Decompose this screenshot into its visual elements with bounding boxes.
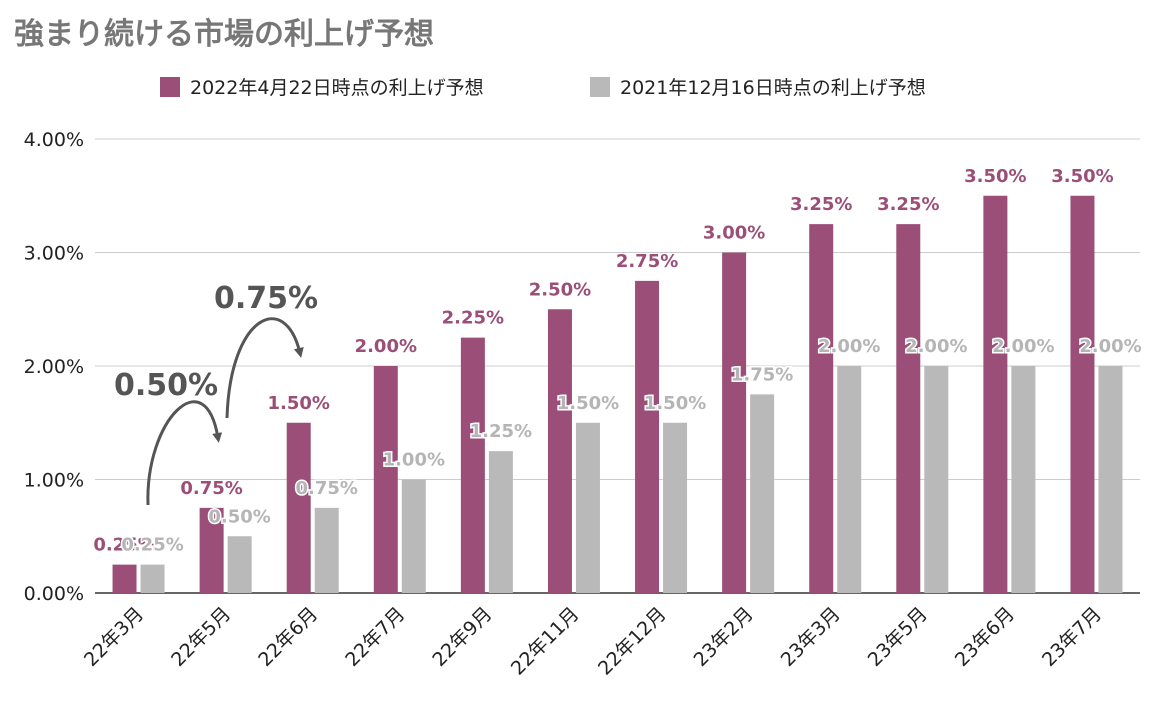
x-tick-label: 22年11月	[507, 603, 584, 680]
annotation-step-2: 0.75%	[214, 281, 318, 419]
bar-series-2	[575, 422, 600, 593]
bar-series-2	[227, 536, 252, 593]
data-label-series-1: 2.75%	[616, 251, 678, 272]
data-label-series-1: 3.00%	[703, 223, 765, 244]
bar-series-2	[1011, 366, 1036, 593]
bar-series-2	[401, 479, 426, 593]
data-label-series-2: 1.25%	[470, 421, 532, 442]
y-tick-label: 3.00%	[24, 243, 84, 265]
x-axis-ticks: 22年3月 22年5月 22年6月 22年7月 22年9月 22年11月 22年12月 23年…	[80, 603, 1106, 680]
chart-title: 強まり続ける市場の利上げ予想	[14, 17, 434, 52]
data-label-series-2: 0.50%	[208, 506, 270, 527]
annotation-label-1: 0.50%	[114, 368, 218, 403]
data-label-series-1: 0.75%	[180, 478, 242, 499]
y-tick-label: 2.00%	[24, 356, 84, 378]
data-label-series-1: 2.50%	[529, 279, 591, 300]
y-tick-label: 0.00%	[24, 583, 84, 605]
x-tick-label: 23年6月	[951, 603, 1019, 671]
data-label-series-2: 1.50%	[644, 393, 706, 414]
annotation-step-1: 0.50%	[114, 368, 223, 506]
bars	[112, 195, 1123, 593]
annotation-arrow-2	[225, 317, 304, 419]
bar-series-1	[460, 337, 485, 593]
x-tick-label: 23年3月	[777, 603, 845, 671]
data-label-series-2: 0.25%	[121, 535, 183, 556]
x-tick-label: 23年5月	[864, 603, 932, 671]
x-tick-label: 22年6月	[254, 603, 322, 671]
data-label-series-1: 3.25%	[790, 194, 852, 215]
legend-swatch-series-1	[160, 77, 180, 97]
y-axis-ticks: 0.00% 1.00% 2.00% 3.00% 4.00%	[24, 129, 84, 605]
y-tick-label: 4.00%	[24, 129, 84, 151]
data-label-series-2: 2.00%	[905, 336, 967, 357]
data-label-series-2: 1.50%	[557, 393, 619, 414]
data-label-series-2: 1.75%	[731, 364, 793, 385]
data-labels: 0.25%0.25% 0.75% 0.50% 1.50% 0.75% 2.00% 1.00%…	[93, 166, 1143, 557]
data-label-series-1: 3.50%	[964, 166, 1026, 187]
bar-series-2	[1098, 366, 1123, 593]
data-label-series-1: 1.50%	[267, 393, 329, 414]
y-tick-label: 1.00%	[24, 470, 84, 492]
x-tick-label: 22年7月	[341, 603, 409, 671]
data-label-series-2: 2.00%	[1079, 336, 1141, 357]
data-label-series-2: 2.00%	[992, 336, 1054, 357]
data-label-series-1: 3.25%	[877, 194, 939, 215]
data-label-series-2: 0.75%	[295, 478, 357, 499]
legend-label-series-1: 2022年4月22日時点の利上げ予想	[190, 77, 484, 99]
data-label-series-1: 3.50%	[1051, 166, 1113, 187]
gridlines	[95, 138, 1140, 594]
data-label-series-1: 0.25%	[93, 535, 155, 556]
legend: 2022年4月22日時点の利上げ予想 2021年12月16日時点の利上げ予想	[160, 77, 926, 99]
bar-series-2	[750, 394, 775, 593]
bar-series-2	[663, 422, 688, 593]
legend-label-series-2: 2021年12月16日時点の利上げ予想	[620, 77, 926, 99]
annotation-arrow-1	[146, 400, 223, 506]
x-tick-label: 23年2月	[690, 603, 758, 671]
bar-series-1	[809, 224, 834, 593]
bar-series-1	[286, 422, 311, 593]
bar-series-1	[547, 309, 572, 593]
x-tick-label: 22年5月	[167, 603, 235, 671]
bar-series-1	[896, 224, 921, 593]
bar-series-2	[837, 366, 862, 593]
bar-series-1	[199, 507, 224, 593]
data-label-series-2: 1.00%	[383, 450, 445, 471]
legend-swatch-series-2	[590, 77, 610, 97]
x-tick-label: 22年9月	[428, 603, 496, 671]
bar-series-1	[373, 366, 398, 593]
bar-series-2	[314, 507, 339, 593]
bar-series-1	[722, 252, 747, 593]
data-label-series-2: 2.00%	[818, 336, 880, 357]
bar-series-2	[140, 564, 165, 593]
x-tick-label: 22年3月	[80, 603, 148, 671]
data-label-series-1: 2.25%	[442, 308, 504, 329]
bar-series-1	[1070, 195, 1095, 593]
bar-series-1	[983, 195, 1008, 593]
bar-series-1	[635, 280, 660, 593]
x-tick-label: 23年7月	[1038, 603, 1106, 671]
x-tick-label: 22年12月	[594, 603, 671, 680]
data-label-series-1: 2.00%	[355, 336, 417, 357]
bar-series-2	[488, 451, 513, 593]
annotation-label-2: 0.75%	[214, 281, 318, 316]
bar-series-2	[924, 366, 949, 593]
bar-series-1	[112, 564, 137, 593]
